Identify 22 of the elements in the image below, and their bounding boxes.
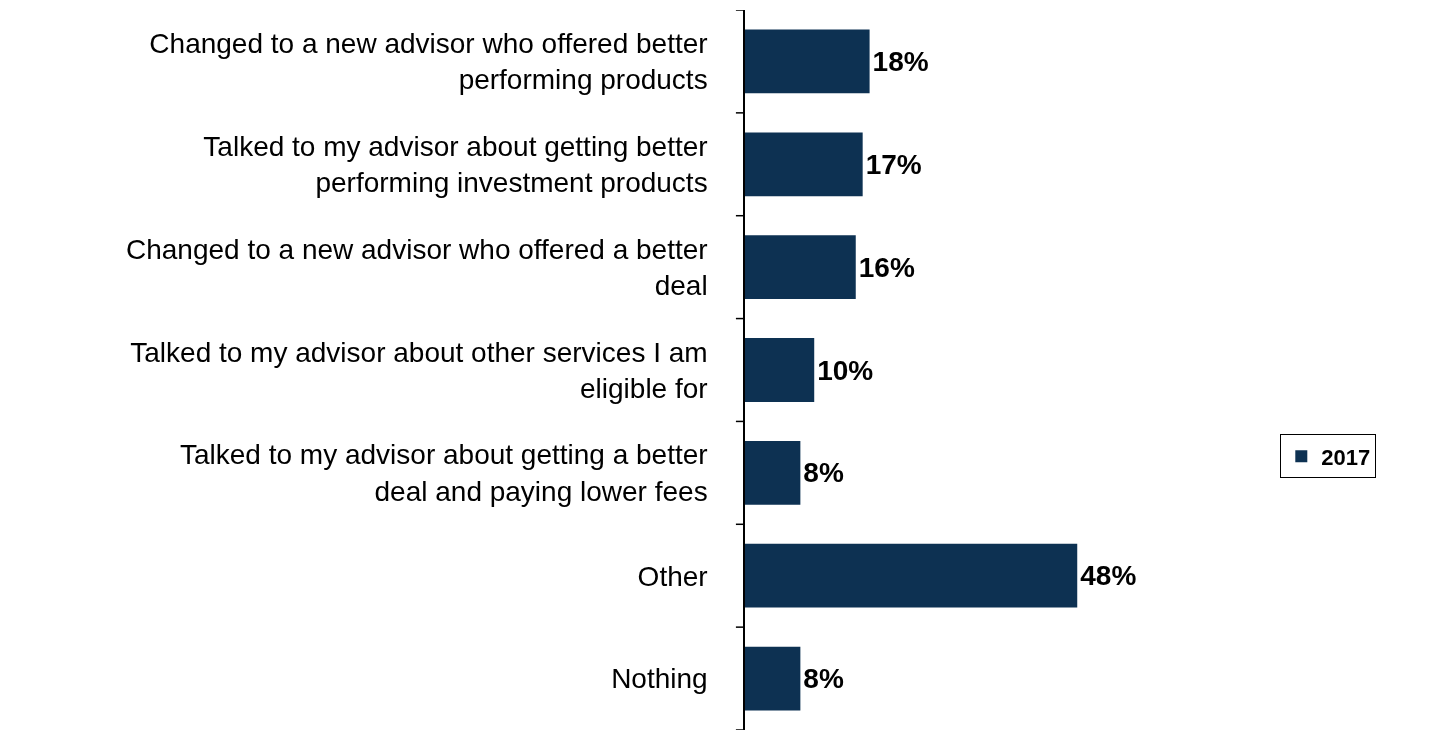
data-label: 18% — [872, 45, 929, 77]
data-label: 16% — [858, 251, 915, 283]
data-label: 17% — [865, 148, 922, 180]
y-tick-label: Talked to my advisor about getting a better deal and paying lower fees — [180, 439, 708, 507]
bar — [745, 29, 870, 94]
data-label: 8% — [803, 457, 844, 489]
data-label: 8% — [803, 663, 844, 695]
data-label: 48% — [1080, 560, 1137, 592]
y-tick-label: Talked to my advisor about other services I am eligible for — [130, 336, 708, 404]
y-tick-label: Changed to a new advisor who offered better performing products — [149, 28, 708, 96]
bar — [745, 132, 863, 197]
bar — [745, 646, 801, 711]
y-tick-label: Nothing — [611, 663, 708, 695]
y-tick-label: Changed to a new advisor who offered a better deal — [125, 233, 708, 302]
data-label: 10% — [817, 354, 874, 386]
bar — [745, 440, 801, 505]
bar — [745, 338, 815, 402]
legend-label: 2017 — [1321, 444, 1371, 470]
bar — [745, 235, 856, 300]
y-tick-label: Talked to my advisor about getting better performing investment products — [203, 130, 708, 199]
bar — [745, 543, 1078, 608]
y-tick-label: Other — [637, 560, 708, 592]
